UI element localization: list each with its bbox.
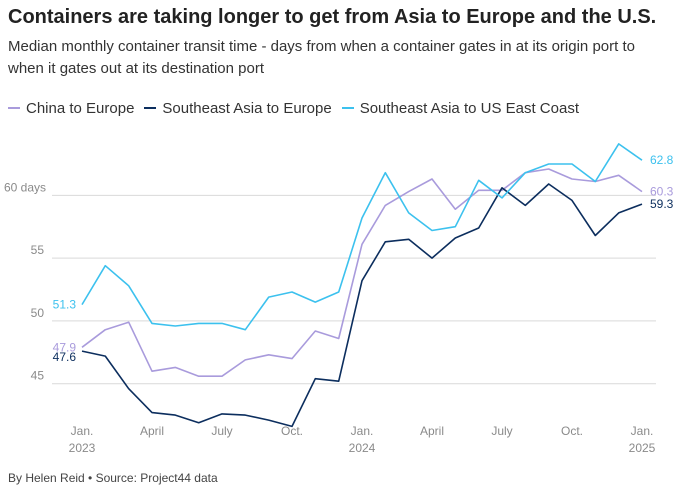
legend-swatch [144,107,157,109]
x-tick-label: July [211,424,232,438]
legend: China to Europe Southeast Asia to Europe S… [8,96,589,117]
y-tick-label: 55 [31,243,45,257]
footer-credit: By Helen Reid • Source: Project44 data [8,471,218,485]
series-line [81,183,643,428]
start-value-label: 51.3 [53,298,77,312]
legend-swatch [341,107,354,109]
y-tick-label: 50 [31,306,45,320]
series-line [81,168,643,378]
x-tick-label: Oct. [281,424,303,438]
legend-swatch [8,107,20,109]
legend-item: Southeast Asia to Europe [144,99,332,117]
series-line [81,143,643,331]
x-tick-label: April [420,424,444,438]
legend-item: Southeast Asia to US East Coast [341,99,579,117]
legend-label: China to Europe [26,99,135,117]
x-tick-year-label: 2024 [349,441,376,455]
x-tick-label: Jan. [631,424,654,438]
chart-title: Containers are taking longer to get from… [8,6,657,28]
y-tick-label: 45 [31,369,45,383]
legend-item: China to Europe [8,100,134,117]
x-tick-year-label: 2025 [629,441,656,455]
legend-label: Southeast Asia to US East Coast [359,99,579,117]
y-tick-label: 60 days [4,180,46,194]
x-tick-label: Oct. [561,424,583,438]
end-value-label: 60.3 [650,185,674,199]
x-tick-label: Jan. [71,424,94,438]
x-tick-label: July [491,424,512,438]
x-tick-label: Jan. [351,424,374,438]
end-value-label: 62.8 [650,153,674,167]
start-value-label: 47.6 [53,350,77,364]
legend-label: Southeast Asia to Europe [162,99,332,117]
start-value-label: 47.9 [53,340,77,354]
x-tick-year-label: 2023 [69,441,96,455]
end-value-label: 59.3 [650,197,674,211]
chart-subtitle: Median monthly container transit time - … [8,38,635,77]
x-tick-label: April [140,424,164,438]
